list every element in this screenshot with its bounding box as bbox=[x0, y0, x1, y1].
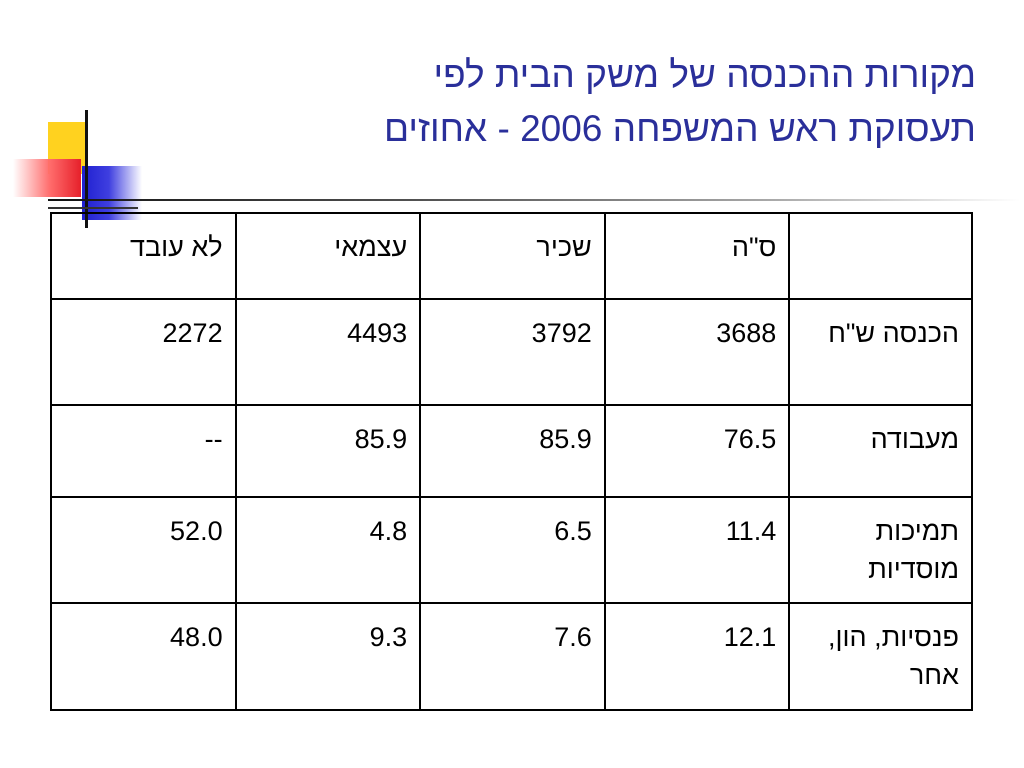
table-cell: 76.5 bbox=[603, 404, 791, 498]
table-row: מעבודה 76.5 85.9 85.9 -- bbox=[50, 404, 973, 498]
table-row: תמיכות מוסדיות 11.4 6.5 4.8 52.0 bbox=[50, 496, 973, 604]
blue-square-decoration bbox=[82, 166, 142, 220]
table-cell: 85.9 bbox=[419, 404, 606, 498]
table-cell: 52.0 bbox=[50, 496, 237, 604]
row-label: פנסיות, הון, אחר bbox=[788, 602, 973, 711]
table-cell: 4.8 bbox=[234, 496, 422, 604]
table-cell: 2272 bbox=[50, 298, 237, 406]
table-row: הכנסה ש"ח 3688 3792 4493 2272 bbox=[50, 298, 973, 406]
header-cell-empty bbox=[788, 212, 973, 300]
table-header-row: ס"ה שכיר עצמאי לא עובד bbox=[50, 212, 973, 300]
table-cell: 12.1 bbox=[603, 602, 791, 711]
title-underline-accent bbox=[48, 207, 138, 209]
table-cell: 3792 bbox=[419, 298, 606, 406]
table-cell: 9.3 bbox=[234, 602, 422, 711]
slide-title-line-1: מקורות ההכנסה של משק הבית לפי bbox=[433, 54, 976, 95]
table-cell: 48.0 bbox=[50, 602, 237, 711]
decorative-squares bbox=[0, 0, 200, 240]
red-square-decoration bbox=[13, 159, 81, 197]
table-cell: 85.9 bbox=[234, 404, 422, 498]
table-cell: -- bbox=[50, 404, 237, 498]
slide-title-line-2: תעסוקת ראש המשפחה 2006 - אחוזים bbox=[384, 108, 976, 149]
table-cell: 11.4 bbox=[603, 496, 791, 604]
vertical-line-decoration bbox=[85, 110, 88, 228]
income-sources-table: ס"ה שכיר עצמאי לא עובד הכנסה ש"ח 3688 37… bbox=[50, 212, 973, 711]
table-cell: 3688 bbox=[603, 298, 791, 406]
header-cell-salaried: שכיר bbox=[419, 212, 606, 300]
header-cell-self-employed: עצמאי bbox=[234, 212, 422, 300]
row-label: תמיכות מוסדיות bbox=[788, 496, 973, 604]
row-label: מעבודה bbox=[788, 404, 973, 498]
table-row: פנסיות, הון, אחר 12.1 7.6 9.3 48.0 bbox=[50, 602, 973, 711]
title-underline bbox=[48, 199, 1020, 201]
table-cell: 6.5 bbox=[419, 496, 606, 604]
table-cell: 7.6 bbox=[419, 602, 606, 711]
slide-title: מקורות ההכנסה של משק הבית לפי תעסוקת ראש… bbox=[156, 48, 976, 156]
header-cell-total: ס"ה bbox=[603, 212, 791, 300]
row-label: הכנסה ש"ח bbox=[788, 298, 973, 406]
table-cell: 4493 bbox=[234, 298, 422, 406]
header-cell-not-working: לא עובד bbox=[50, 212, 237, 300]
